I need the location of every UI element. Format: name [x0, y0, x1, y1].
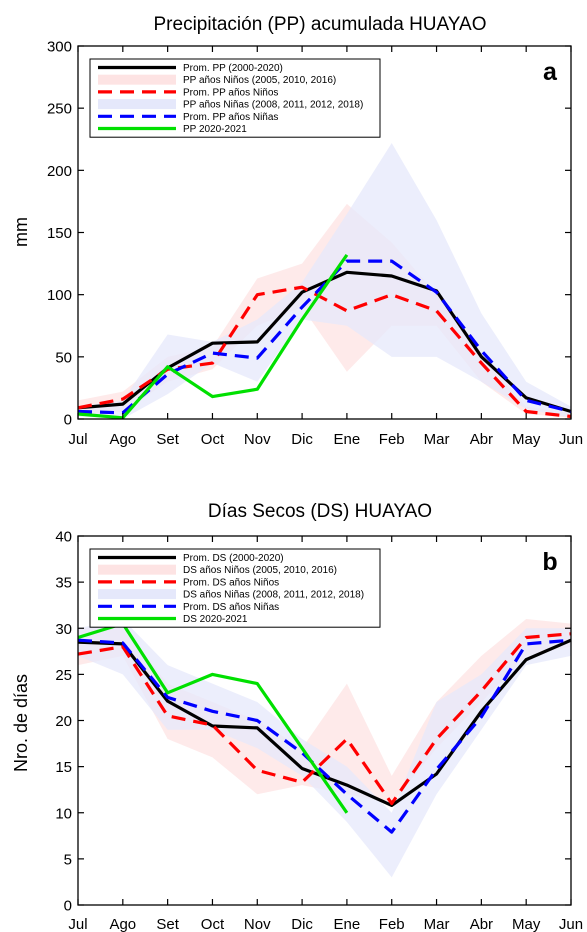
x-tick-label: Feb: [379, 916, 405, 932]
panel-label: a: [543, 58, 558, 86]
x-tick-label: Set: [156, 916, 179, 932]
x-tick-label: Set: [156, 431, 179, 448]
y-tick-label: 20: [55, 713, 72, 730]
series-line-0: [77, 638, 572, 807]
legend-label: DS años Niños (2005, 2010, 2016): [183, 565, 337, 576]
y-tick-label: 0: [64, 898, 72, 915]
x-tick-label: Mar: [424, 916, 450, 932]
x-tick-label: Jul: [68, 431, 87, 448]
x-tick-label: Abr: [470, 916, 493, 932]
chart-panel-b: Días Secos (DS) HUAYAO Nro. de días 0 5 10…: [11, 501, 583, 932]
series-line-1: [77, 632, 572, 806]
x-tick-label: Ago: [109, 431, 136, 448]
y-tick-label: 15: [55, 759, 72, 776]
legend-label: Prom. PP años Niñas: [183, 112, 278, 123]
x-tick-label: Nov: [244, 431, 271, 448]
legend-box: [89, 548, 381, 628]
legend-label: PP años Niños (2005, 2010, 2016): [183, 75, 336, 86]
plot-area: 0 5 10 15 20 25 30 35 40 Jul Ago Set Oct Nov Dic Ene Feb…: [55, 529, 583, 932]
y-tick-label: 35: [55, 575, 72, 592]
x-tick-label: Nov: [244, 916, 271, 932]
y-axis-label: Nro. de días: [11, 674, 31, 772]
y-tick-label: 50: [55, 349, 72, 366]
y-tick-label: 10: [55, 805, 72, 822]
legend: Prom. PP (2000-2020)PP años Niños (2005,…: [89, 58, 381, 138]
legend-label: Prom. PP (2000-2020): [183, 63, 283, 74]
legend-swatch-band: [98, 74, 176, 85]
y-tick-label: 150: [47, 225, 72, 242]
y-axis-label: mm: [11, 217, 31, 247]
chart-title: Precipitación (PP) acumulada HUAYAO: [154, 14, 487, 35]
x-tick-label: Oct: [201, 916, 225, 932]
x-tick-label: Jun: [559, 916, 583, 932]
y-tick-label: 0: [64, 412, 72, 429]
legend-label: DS años Niñas (2008, 2011, 2012, 2018): [183, 590, 364, 601]
y-tick-label: 250: [47, 101, 72, 118]
y-tick-label: 200: [47, 163, 72, 180]
legend-swatch-band: [98, 99, 176, 110]
legend-label: PP años Niñas (2008, 2011, 2012, 2018): [183, 100, 363, 111]
legend-label: Prom. DS años Niños: [183, 577, 279, 588]
x-tick-label: Jun: [559, 431, 583, 448]
legend-label: PP 2020-2021: [183, 124, 247, 135]
x-tick-label: Ene: [334, 916, 361, 932]
x-tick-label: Abr: [470, 431, 493, 448]
chart-title: Días Secos (DS) HUAYAO: [208, 501, 432, 522]
legend-label: Prom. DS años Niñas: [183, 602, 279, 613]
x-tick-label: Jul: [68, 916, 87, 932]
x-tick-label: Feb: [379, 431, 405, 448]
y-tick-label: 40: [55, 529, 72, 546]
x-tick-label: Oct: [201, 431, 225, 448]
series-line-2: [77, 638, 572, 834]
y-tick-label: 30: [55, 621, 72, 638]
y-tick-label: 5: [64, 851, 72, 868]
panel-label: b: [542, 548, 557, 576]
y-tick-label: 300: [47, 39, 72, 56]
y-tick-label: 100: [47, 287, 72, 304]
legend-box: [89, 58, 381, 138]
legend-label: Prom. DS (2000-2020): [183, 553, 284, 564]
y-tick-label: 25: [55, 667, 72, 684]
plot-area: 0 50 100 150 200 250 300 Jul Ago Set Oct Nov Dic Ene F…: [47, 39, 583, 449]
x-tick-label: Ene: [334, 431, 361, 448]
legend: Prom. DS (2000-2020)DS años Niños (2005,…: [89, 548, 381, 628]
legend-swatch-band: [98, 564, 176, 575]
x-tick-label: May: [512, 916, 541, 932]
x-tick-label: Ago: [109, 916, 136, 932]
x-tick-label: Dic: [291, 916, 313, 932]
legend-label: DS 2020-2021: [183, 614, 248, 625]
x-tick-label: May: [512, 431, 541, 448]
x-tick-label: Mar: [424, 431, 450, 448]
band-ninas: [78, 619, 571, 878]
legend-swatch-band: [98, 589, 176, 600]
chart-panel-a: Precipitación (PP) acumulada HUAYAO mm 0…: [11, 14, 583, 448]
x-tick-label: Dic: [291, 431, 313, 448]
series-line-2: [77, 259, 572, 415]
legend-label: Prom. PP años Niños: [183, 87, 278, 98]
